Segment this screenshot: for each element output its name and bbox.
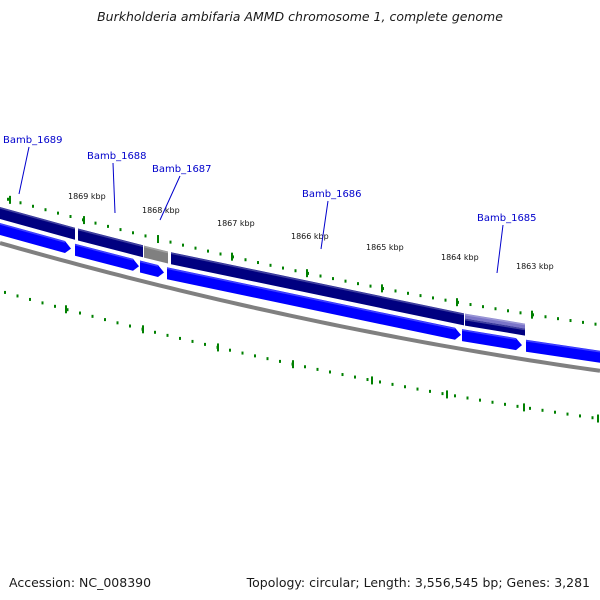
outer-ruler-ticks [7, 195, 597, 326]
reverse-cds-6-highlight [525, 339, 600, 353]
kbp-label: 1867 kbp [217, 219, 255, 228]
map-title: Burkholderia ambifaria AMMD chromosome 1… [97, 9, 503, 24]
gray-block-1687 [144, 245, 168, 264]
cds-block-1688 [78, 228, 143, 258]
gene-labels: Bamb_1689 Bamb_1688 Bamb_1687 Bamb_1686 Bamb… [3, 135, 537, 274]
reverse-cds-3 [140, 260, 164, 277]
gene-label: Bamb_1687 [152, 164, 212, 175]
reverse-cds-5 [462, 329, 522, 351]
reverse-cds-3-highlight [139, 260, 159, 267]
cds-block-1689 [0, 206, 75, 240]
accession-text: Accession: NC_008390 [9, 575, 152, 590]
cds-block-1685-highlight [464, 318, 526, 331]
reverse-cds-1 [0, 222, 71, 253]
gene-leader-line [159, 175, 181, 221]
reverse-cds-2 [75, 243, 139, 271]
kbp-label: 1866 kbp [291, 232, 329, 241]
gene-leader-line [320, 200, 329, 250]
reverse-strand-track [0, 222, 600, 363]
kbp-label: 1868 kbp [142, 206, 180, 215]
kbp-label: 1869 kbp [68, 192, 106, 201]
cds-block-1688-highlight [77, 228, 144, 248]
cds-block-1689-highlight [0, 207, 76, 230]
reverse-cds-2-highlight [74, 243, 134, 261]
gene-leader-line [112, 162, 116, 214]
gene-leader-line [18, 146, 30, 195]
reverse-cds-6 [526, 339, 600, 363]
gray-block-1687-highlight [143, 245, 169, 254]
gene-label: Bamb_1688 [87, 151, 147, 162]
cds-block-1685 [465, 318, 525, 336]
kbp-label: 1864 kbp [441, 253, 479, 262]
rna-block-1685-highlight [464, 313, 526, 326]
forward-strand-track [0, 206, 526, 336]
genome-backbone [0, 241, 600, 373]
gene-label: Bamb_1686 [302, 189, 362, 200]
kbp-label: 1863 kbp [516, 262, 554, 271]
reverse-cds-5-highlight [461, 329, 517, 340]
kbp-label: 1865 kbp [366, 243, 404, 252]
rna-block-1685 [465, 313, 525, 329]
reverse-cds-4-highlight [166, 267, 456, 330]
gene-label: Bamb_1685 [477, 213, 537, 224]
genome-stats: Topology: circular; Length: 3,556,545 bp… [246, 575, 590, 590]
kbp-labels: 1869 kbp 1868 kbp 1867 kbp 1866 kbp 1865 kbp… [68, 192, 554, 271]
cds-block-1686-highlight [170, 252, 465, 316]
reverse-cds-4 [167, 267, 461, 340]
reverse-cds-1-highlight [0, 223, 66, 243]
backbone-line [0, 241, 600, 373]
cds-block-1686 [171, 252, 464, 326]
inner-ruler-ticks [4, 290, 599, 423]
gene-leader-line [496, 224, 504, 274]
gene-label: Bamb_1689 [3, 135, 63, 146]
